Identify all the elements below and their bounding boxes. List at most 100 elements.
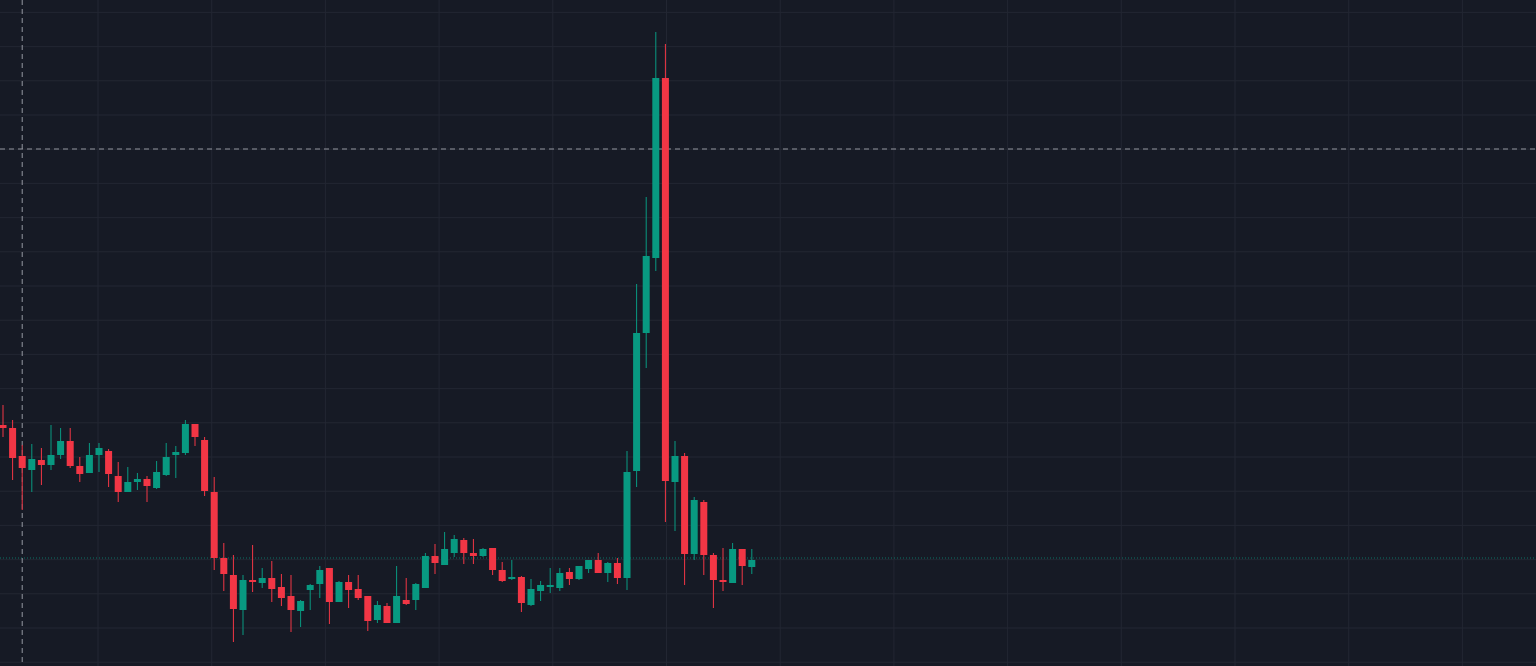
candle[interactable] bbox=[47, 425, 55, 470]
candle[interactable] bbox=[681, 453, 689, 585]
candle[interactable] bbox=[76, 457, 84, 482]
candle[interactable] bbox=[220, 543, 228, 591]
candle[interactable] bbox=[354, 575, 362, 600]
candle[interactable] bbox=[719, 548, 727, 591]
candle-body bbox=[268, 578, 276, 589]
candle[interactable] bbox=[345, 575, 353, 608]
candle[interactable] bbox=[181, 420, 189, 455]
candle[interactable] bbox=[393, 566, 401, 623]
candle[interactable] bbox=[143, 476, 151, 502]
candle[interactable] bbox=[738, 549, 746, 585]
candle[interactable] bbox=[594, 553, 602, 573]
candle[interactable] bbox=[249, 545, 257, 592]
candle[interactable] bbox=[9, 420, 17, 480]
candle[interactable] bbox=[201, 437, 209, 496]
candle[interactable] bbox=[239, 575, 247, 635]
candle[interactable] bbox=[508, 560, 516, 580]
candle[interactable] bbox=[37, 448, 45, 485]
candle[interactable] bbox=[498, 562, 506, 582]
candle[interactable] bbox=[450, 535, 458, 557]
candle[interactable] bbox=[268, 561, 276, 602]
candle[interactable] bbox=[623, 451, 631, 590]
candle-body bbox=[748, 560, 756, 567]
candle[interactable] bbox=[441, 532, 449, 565]
candle[interactable] bbox=[210, 477, 218, 570]
candle-body bbox=[661, 78, 669, 481]
candle-body bbox=[681, 456, 689, 554]
candle[interactable] bbox=[105, 449, 113, 487]
candle[interactable] bbox=[431, 544, 439, 574]
candle[interactable] bbox=[153, 461, 161, 489]
candle[interactable] bbox=[479, 548, 487, 557]
candle[interactable] bbox=[690, 497, 698, 560]
candle[interactable] bbox=[229, 555, 237, 642]
candle[interactable] bbox=[700, 500, 708, 575]
candle[interactable] bbox=[258, 568, 266, 588]
candle[interactable] bbox=[652, 32, 660, 271]
candle[interactable] bbox=[172, 446, 180, 478]
candle[interactable] bbox=[66, 428, 74, 468]
candle[interactable] bbox=[412, 583, 420, 610]
candle[interactable] bbox=[277, 574, 285, 606]
candle[interactable] bbox=[0, 405, 7, 437]
candle-body bbox=[66, 441, 74, 466]
candle-body bbox=[460, 540, 468, 553]
candle[interactable] bbox=[364, 596, 372, 631]
candle[interactable] bbox=[729, 543, 737, 583]
candle-body bbox=[527, 589, 535, 605]
candle[interactable] bbox=[421, 553, 429, 588]
candle[interactable] bbox=[460, 538, 468, 564]
candle[interactable] bbox=[85, 443, 93, 473]
candle-body bbox=[325, 568, 333, 602]
candle-body bbox=[191, 424, 199, 437]
candle-body bbox=[181, 424, 189, 453]
candle[interactable] bbox=[325, 568, 333, 624]
candle[interactable] bbox=[565, 568, 573, 585]
candle[interactable] bbox=[133, 473, 141, 490]
candle[interactable] bbox=[124, 467, 132, 492]
candle-body bbox=[210, 492, 218, 558]
candle[interactable] bbox=[671, 441, 679, 531]
candle[interactable] bbox=[748, 549, 756, 574]
candle[interactable] bbox=[191, 424, 199, 446]
candle[interactable] bbox=[383, 603, 391, 623]
candle[interactable] bbox=[575, 566, 583, 580]
candle[interactable] bbox=[546, 568, 554, 593]
candle[interactable] bbox=[556, 568, 564, 591]
candle[interactable] bbox=[28, 444, 36, 492]
candle-body bbox=[604, 563, 612, 573]
candle[interactable] bbox=[95, 443, 103, 472]
candle[interactable] bbox=[661, 44, 669, 522]
candle[interactable] bbox=[613, 558, 621, 584]
candle[interactable] bbox=[373, 601, 381, 623]
candle-body bbox=[133, 479, 141, 482]
candle[interactable] bbox=[57, 428, 65, 459]
candle[interactable] bbox=[527, 579, 535, 606]
candle[interactable] bbox=[335, 581, 343, 602]
candle[interactable] bbox=[633, 284, 641, 487]
candle[interactable] bbox=[306, 584, 314, 610]
candle-body bbox=[450, 539, 458, 553]
candle[interactable] bbox=[297, 600, 305, 627]
candle[interactable] bbox=[489, 548, 497, 575]
candle[interactable] bbox=[316, 566, 324, 598]
candle[interactable] bbox=[402, 578, 410, 605]
candle[interactable] bbox=[114, 462, 122, 502]
candle[interactable] bbox=[469, 539, 477, 564]
candle-body bbox=[354, 589, 362, 598]
candle[interactable] bbox=[537, 581, 545, 601]
candle[interactable] bbox=[642, 197, 650, 368]
candle[interactable] bbox=[517, 576, 525, 612]
candle[interactable] bbox=[604, 562, 612, 582]
candle[interactable] bbox=[162, 443, 170, 476]
candle-body bbox=[546, 585, 554, 587]
candle[interactable] bbox=[287, 575, 295, 632]
candle-body bbox=[719, 580, 727, 582]
candle-body bbox=[162, 457, 170, 475]
candle[interactable] bbox=[18, 445, 26, 510]
candle-body bbox=[738, 549, 746, 566]
candle[interactable] bbox=[585, 560, 593, 573]
candle[interactable] bbox=[709, 553, 717, 608]
